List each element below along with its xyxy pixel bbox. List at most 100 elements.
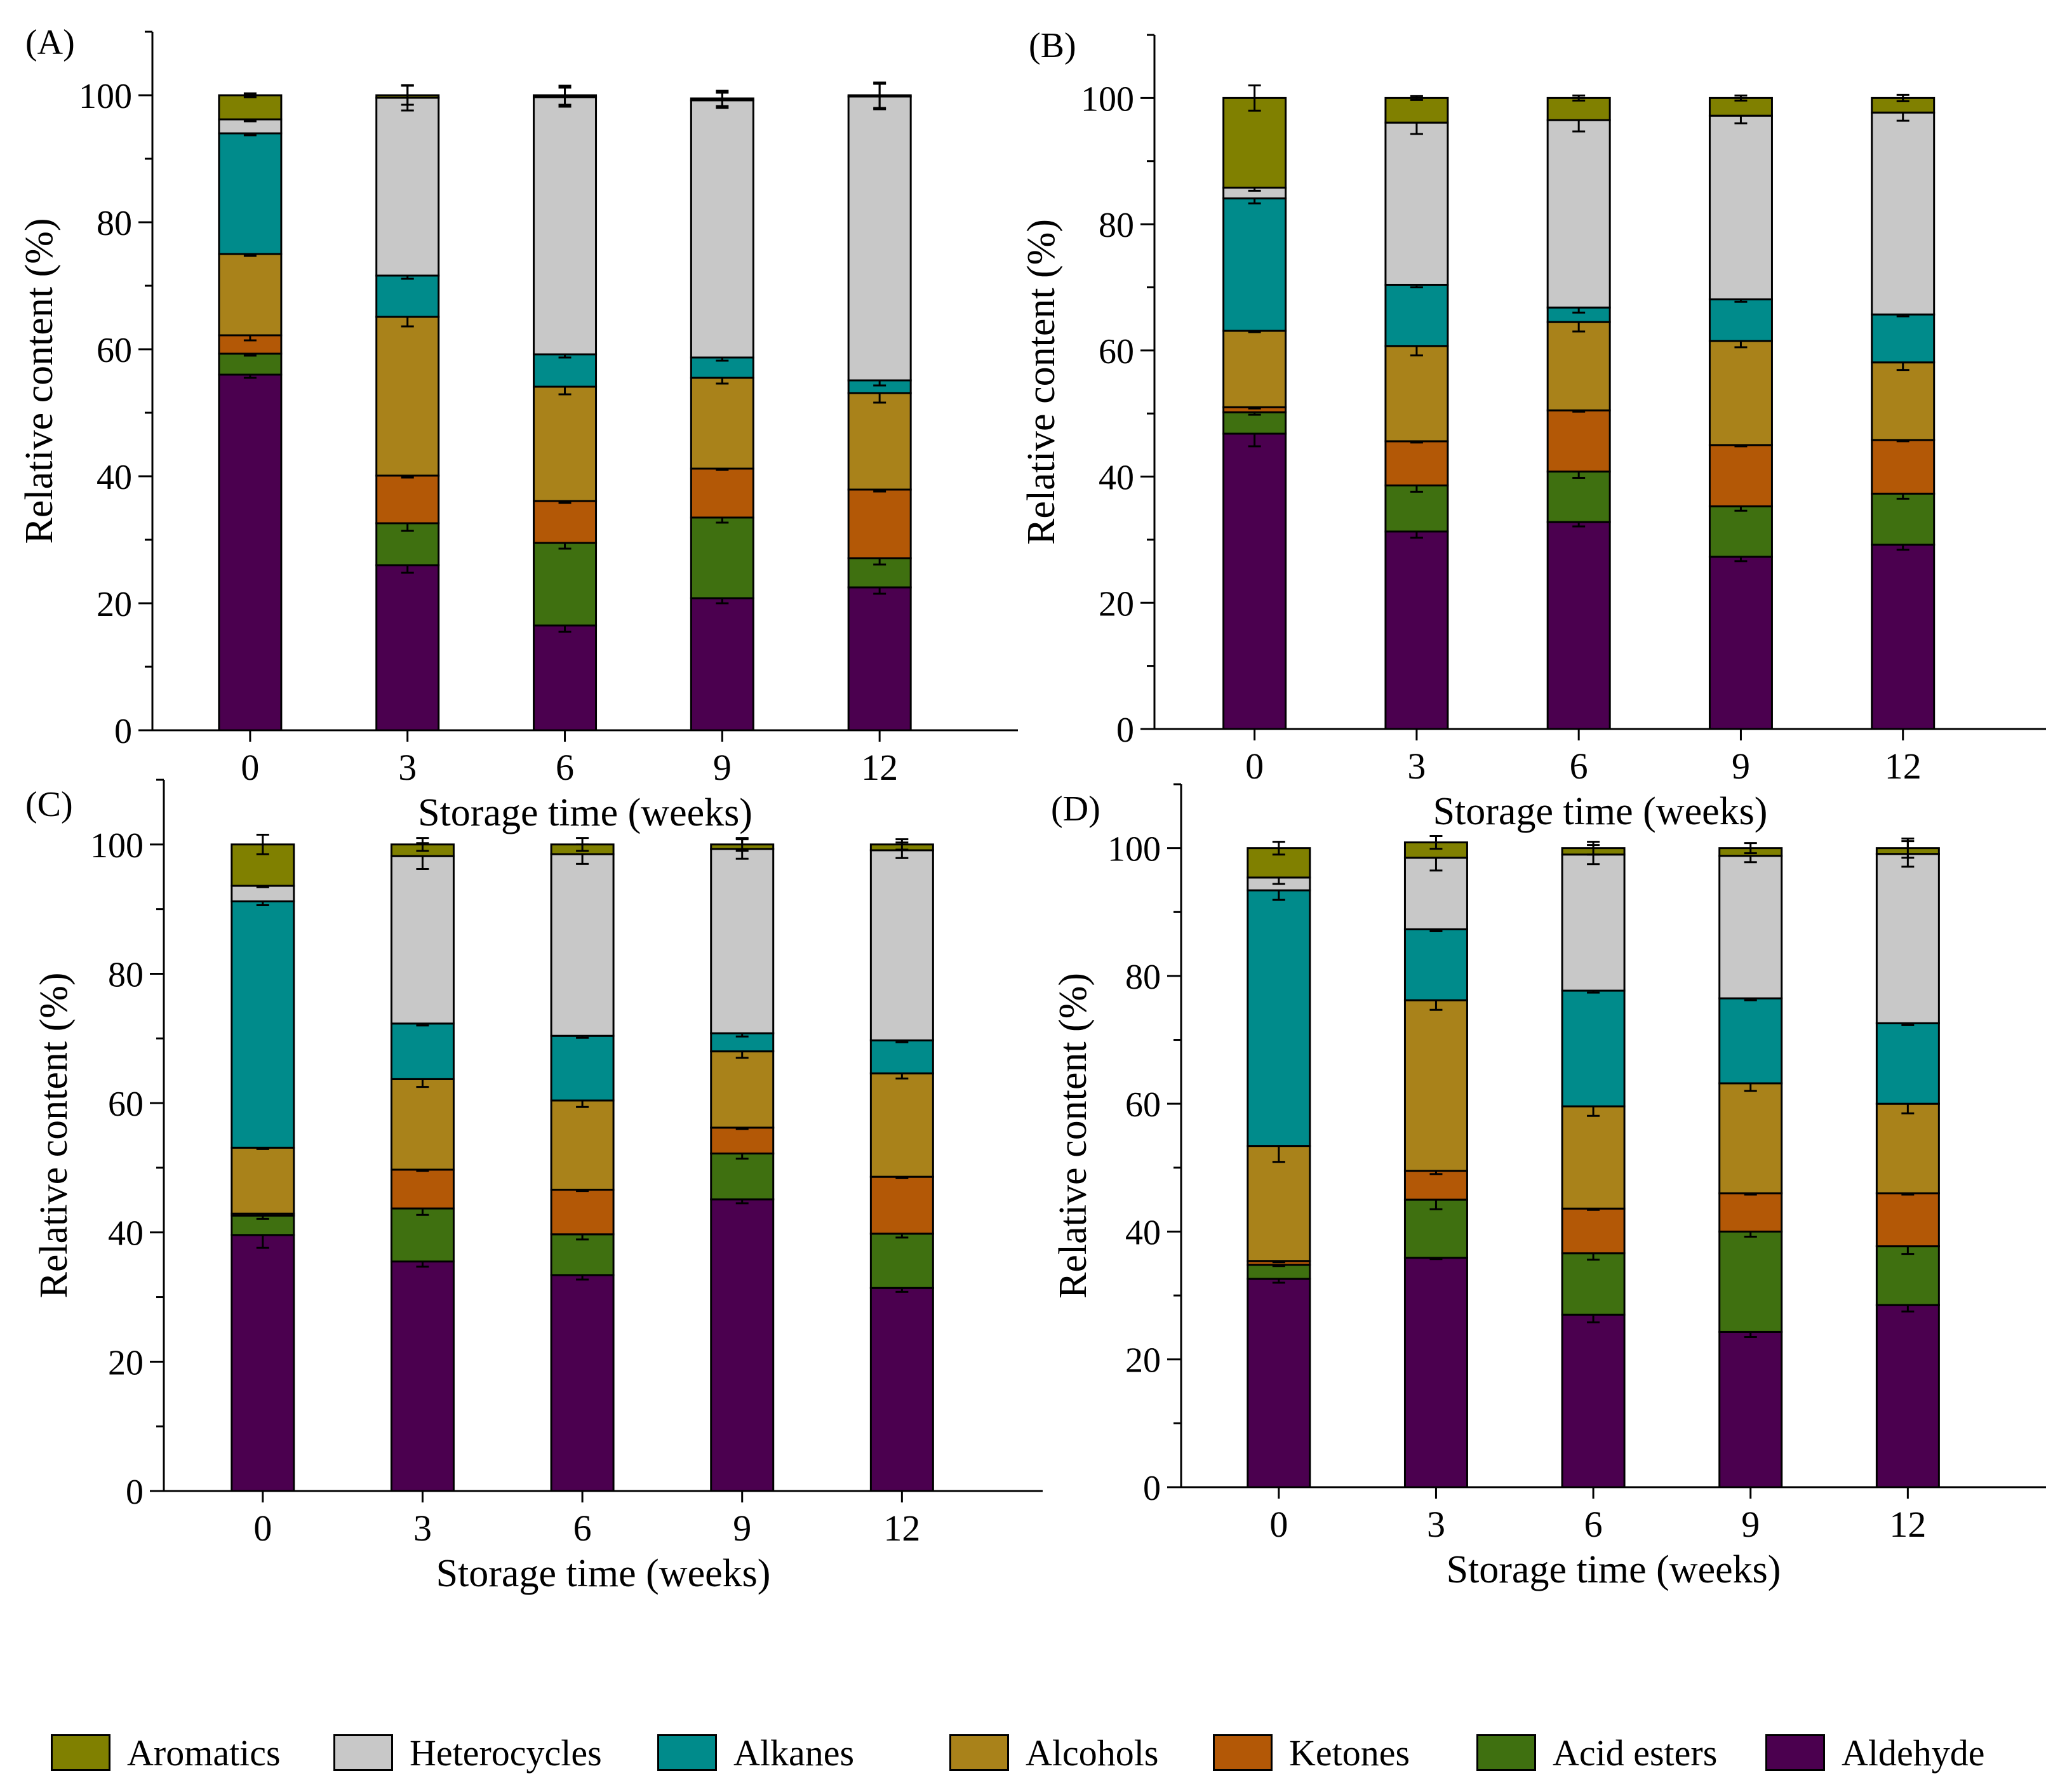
bar-segment-alcohols (1384, 345, 1449, 443)
y-tick-label: 40 (1099, 458, 1134, 498)
bar-segment-alcohols (231, 1146, 295, 1215)
bar-segment-aromatics (1222, 97, 1287, 189)
bar-segment-alcohols (1875, 1102, 1940, 1194)
bar-segment-alkanes (231, 900, 295, 1149)
bar-segment-ketones (847, 488, 912, 559)
bar-segment-heterocycles (710, 848, 775, 1034)
x-tick-label: 0 (1269, 1504, 1288, 1545)
y-axis-title: Relative content (%) (18, 218, 61, 544)
bar-segment-ketones (869, 1175, 934, 1235)
legend-label-ketones: Ketones (1289, 1732, 1410, 1774)
y-tick-label: 20 (1125, 1341, 1161, 1381)
bar-segment-alkanes (1875, 1022, 1940, 1105)
x-tick-label: 0 (241, 747, 259, 788)
x-tick-label: 6 (573, 1508, 592, 1549)
panel-label: (A) (25, 23, 75, 62)
bar-segment-acid-esters (1708, 505, 1773, 558)
x-tick-label: 9 (1732, 746, 1750, 787)
y-axis-title: Relative content (%) (1052, 973, 1095, 1299)
x-tick-label: 3 (1407, 746, 1426, 787)
y-tick-label: 0 (1116, 711, 1134, 750)
legend-label-heterocycles: Heterocycles (410, 1732, 602, 1774)
bar-segment-alkanes (1222, 197, 1287, 332)
y-tick-label: 80 (1099, 206, 1134, 245)
bar-segment-heterocycles (375, 97, 440, 277)
bar-segment-ketones (1871, 439, 1936, 495)
bar-segment-acid-esters (390, 1207, 455, 1263)
y-axis-title: Relative content (%) (1020, 219, 1063, 545)
bar-segment-alkanes (1708, 298, 1773, 342)
bar-segment-aldehyde (218, 373, 283, 732)
legend-label-alcohols: Alcohols (1026, 1732, 1159, 1774)
y-tick-label: 100 (1081, 79, 1134, 119)
x-tick-label: 0 (253, 1508, 272, 1549)
x-axis-title: Storage time (weeks) (1433, 790, 1768, 833)
legend-item-acid-esters: Acid esters (1476, 1724, 1717, 1781)
legend: Aromatics Heterocycles Alkanes Alcohols … (51, 1724, 2019, 1781)
bar-segment-aldehyde (847, 586, 912, 732)
bar-segment-alkanes (375, 274, 440, 318)
legend-item-aromatics: Aromatics (51, 1724, 281, 1781)
legend-swatch-ketones (1213, 1734, 1273, 1771)
chart-panel-3: 0 20 40 60 80 100 0 3 6 9 12 (C) Storage time (weeks… (25, 779, 1043, 1595)
bar-segment-heterocycles (1718, 855, 1783, 1000)
x-tick-label: 12 (1889, 1504, 1926, 1545)
y-tick-label: 20 (108, 1343, 144, 1382)
y-axis-title: Relative content (%) (32, 972, 76, 1298)
legend-swatch-alkanes (657, 1734, 717, 1771)
x-tick-label: 6 (1584, 1504, 1603, 1545)
bar-segment-alcohols (218, 253, 283, 337)
bar-segment-ketones (710, 1127, 775, 1155)
panel-label: (D) (1051, 789, 1100, 829)
bar-segment-alkanes (1384, 283, 1449, 347)
x-axis-title: Storage time (weeks) (418, 791, 752, 834)
y-tick-label: 60 (97, 331, 132, 370)
bar-segment-aldehyde (390, 1260, 455, 1492)
chart-panel-1: 0 20 40 60 80 100 0 3 6 9 12 (A) Storage time (weeks… (18, 23, 1018, 834)
bar-segment-aromatics (218, 94, 283, 121)
bar-segment-heterocycles (533, 96, 598, 356)
bar-segment-alkanes (390, 1022, 455, 1080)
x-tick-label: 12 (883, 1508, 920, 1549)
legend-swatch-heterocycles (333, 1734, 393, 1771)
bar-segment-alkanes (550, 1034, 615, 1102)
x-tick-label: 9 (733, 1508, 751, 1549)
bar-segment-acid-esters (1875, 1245, 1940, 1306)
bar-segment-ketones (1403, 1170, 1468, 1201)
bar-segment-aldehyde (710, 1198, 775, 1492)
bar-segment-alkanes (1561, 989, 1626, 1107)
bar-segment-heterocycles (1561, 853, 1626, 992)
legend-label-aldehyde: Aldehyde (1842, 1732, 1985, 1774)
legend-label-acid-esters: Acid esters (1553, 1732, 1718, 1774)
bar-segment-aldehyde (533, 624, 598, 732)
bar-segment-aldehyde (690, 597, 754, 732)
x-tick-label: 9 (1741, 1504, 1760, 1545)
legend-swatch-aldehyde (1765, 1734, 1825, 1771)
bar-segment-aldehyde (550, 1274, 615, 1492)
bar-segment-aromatics (1384, 97, 1449, 124)
bar-segment-aldehyde (1403, 1257, 1468, 1488)
x-tick-label: 3 (398, 747, 417, 788)
bar-segment-alcohols (1718, 1082, 1783, 1194)
bar-segment-aldehyde (1561, 1313, 1626, 1488)
legend-item-ketones: Ketones (1213, 1724, 1410, 1781)
panel-label: (C) (25, 785, 73, 824)
bar-segment-acid-esters (690, 516, 754, 599)
chart-panel-4: 0 20 40 60 80 100 0 3 6 9 12 (D) Storage time (weeks… (1051, 783, 2046, 1591)
bar-segment-heterocycles (1875, 853, 1940, 1024)
bar-segment-aldehyde (1708, 556, 1773, 730)
y-tick-label: 40 (97, 458, 132, 497)
x-tick-label: 6 (556, 747, 574, 788)
legend-label-alkanes: Alkanes (733, 1732, 855, 1774)
x-tick-label: 6 (1570, 746, 1588, 787)
bar-segment-alcohols (869, 1072, 934, 1178)
bar-segment-acid-esters (869, 1233, 934, 1289)
bar-segment-alkanes (710, 1032, 775, 1053)
y-tick-label: 40 (108, 1214, 144, 1254)
x-axis-title: Storage time (weeks) (436, 1552, 771, 1595)
y-tick-label: 20 (1099, 584, 1134, 624)
bar-segment-ketones (533, 500, 598, 544)
x-axis-title: Storage time (weeks) (1447, 1548, 1781, 1591)
bar-segment-heterocycles (690, 99, 754, 359)
x-tick-label: 9 (713, 747, 732, 788)
